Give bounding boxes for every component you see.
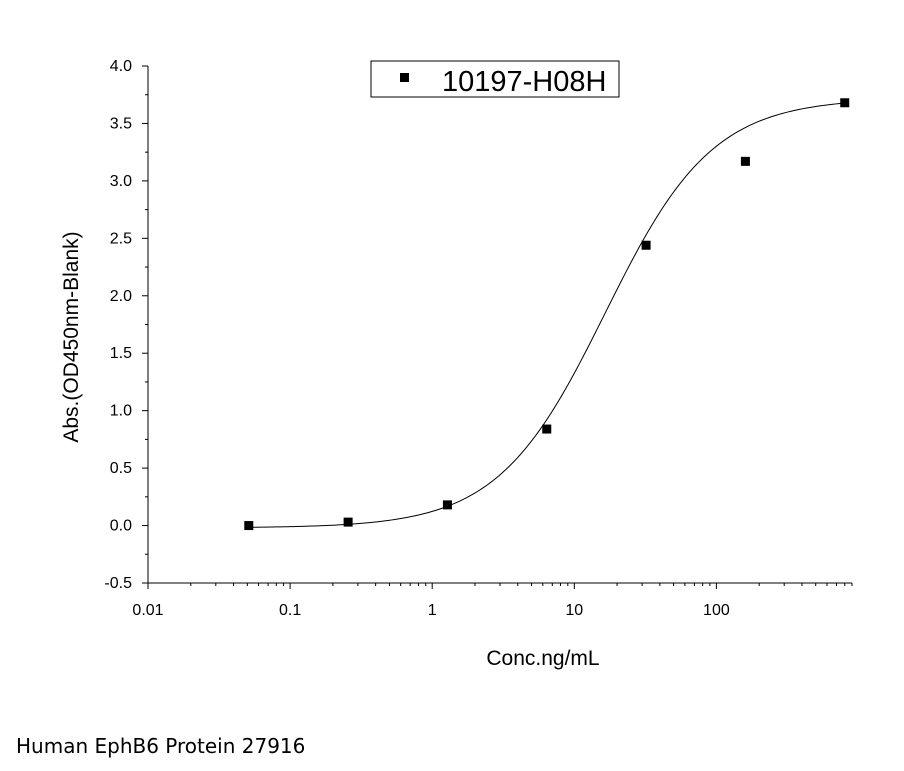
legend: 10197-H08H [370, 60, 620, 98]
y-tick-label: 4.0 [110, 58, 132, 75]
data-point [244, 521, 254, 531]
figure-caption: Human EphB6 Protein 27916 [16, 734, 306, 758]
x-tick-label: 10 [565, 602, 583, 619]
y-tick-label: 2.0 [110, 288, 132, 305]
y-tick-label: 0.0 [110, 518, 132, 535]
fit-curve [248, 102, 845, 528]
data-point [542, 424, 552, 434]
y-tick-label: 2.5 [110, 230, 132, 247]
y-tick-label: 3.0 [110, 173, 132, 190]
x-tick-label: 0.01 [132, 602, 163, 619]
x-tick-label: 0.1 [279, 602, 301, 619]
data-point [641, 240, 651, 250]
legend-label: 10197-H08H [442, 66, 606, 98]
y-tick-label: 3.5 [110, 115, 132, 132]
legend-box [370, 60, 620, 98]
y-tick-label: 1.5 [110, 345, 132, 362]
data-point [442, 500, 452, 510]
x-axis-title: Conc.ng/mL [486, 647, 599, 670]
data-points [244, 98, 850, 531]
x-tick-label: 100 [703, 602, 730, 619]
data-point [343, 517, 353, 527]
legend-marker [400, 73, 409, 82]
data-point [740, 156, 750, 166]
y-tick-label: 1.0 [110, 403, 132, 420]
x-ticks: 0.01 0.1 1 10 100 [132, 583, 853, 619]
y-tick-label: -0.5 [104, 575, 132, 592]
axes [147, 66, 852, 584]
y-ticks: -0.5 0.0 0.5 1.0 1.5 2.0 2.5 3.0 3.5 4.0 [104, 58, 148, 592]
y-axis-title: Abs.(OD450nm-Blank) [60, 231, 83, 442]
data-point [840, 98, 850, 108]
y-tick-label: 0.5 [110, 460, 132, 477]
x-tick-label: 1 [428, 602, 437, 619]
